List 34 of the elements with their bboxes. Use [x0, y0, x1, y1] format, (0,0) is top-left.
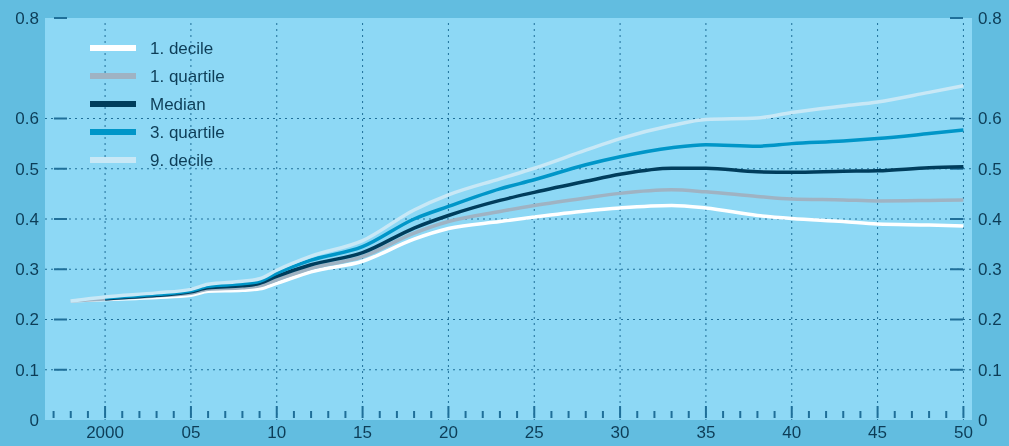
y-tick-label: 0.2 [15, 310, 39, 330]
x-tick-label: 2000 [86, 423, 124, 442]
x-tick-label: 15 [353, 423, 373, 442]
y-tick-label: 0.4 [15, 209, 39, 229]
legend-label: 3. quartile [150, 122, 225, 142]
line-series [69, 84, 966, 303]
x-tick-label: 40 [782, 423, 802, 442]
y2-tick-label: 0.1 [978, 360, 1002, 380]
x-tick-label: 10 [267, 423, 287, 442]
x-tick-label: 20 [438, 423, 458, 442]
x-tick-label: 30 [610, 423, 630, 442]
x-tick-label: 50 [953, 423, 973, 442]
x-tick-label: 05 [181, 423, 201, 442]
x-tick-label: 35 [696, 423, 716, 442]
y-tick-label: 0.3 [15, 260, 39, 280]
legend-label: 1. quartile [150, 66, 225, 86]
y-tick-label: 0 [29, 410, 39, 430]
line-series [103, 128, 966, 300]
x-tick-label: 45 [868, 423, 888, 442]
y2-tick-label: 0 [978, 410, 988, 430]
y2-tick-label: 0.5 [978, 159, 1002, 179]
y2-tick-label: 0.2 [978, 310, 1002, 330]
y-tick-label: 0.5 [15, 159, 39, 179]
y2-tick-label: 0.8 [978, 8, 1002, 28]
y2-tick-label: 0.4 [978, 209, 1002, 229]
x-tick-label: 25 [524, 423, 544, 442]
legend-label: 1. decile [150, 38, 214, 58]
y-tick-label: 0.8 [15, 8, 39, 28]
legend-label: Median [150, 94, 206, 114]
y2-tick-label: 0.6 [978, 109, 1002, 129]
y-tick-label: 0.1 [15, 360, 39, 380]
y2-tick-label: 0.3 [978, 260, 1002, 280]
y-tick-label: 0.6 [15, 109, 39, 129]
legend-label: 9. decile [150, 150, 214, 170]
